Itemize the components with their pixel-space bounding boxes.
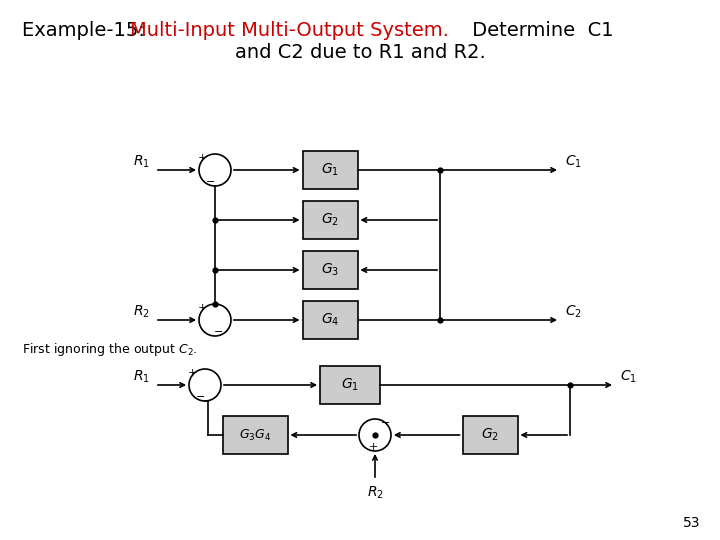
Text: $R_1$: $R_1$ — [133, 369, 150, 385]
Text: −: − — [382, 418, 391, 428]
Text: $G_1$: $G_1$ — [341, 377, 359, 393]
FancyBboxPatch shape — [222, 416, 287, 454]
Text: $R_2$: $R_2$ — [366, 485, 384, 502]
Text: $G_3$: $G_3$ — [321, 262, 339, 278]
Text: $G_1$: $G_1$ — [321, 162, 339, 178]
Text: +: + — [369, 442, 378, 452]
FancyBboxPatch shape — [320, 366, 380, 404]
Text: $R_2$: $R_2$ — [133, 304, 150, 320]
FancyBboxPatch shape — [462, 416, 518, 454]
Text: −: − — [197, 392, 206, 402]
FancyBboxPatch shape — [302, 151, 358, 189]
Text: $C_1$: $C_1$ — [620, 369, 637, 385]
Text: $G_4$: $G_4$ — [321, 312, 339, 328]
FancyBboxPatch shape — [302, 301, 358, 339]
Text: −: − — [215, 327, 224, 337]
Text: $C_1$: $C_1$ — [565, 154, 582, 170]
Text: Multi-Input Multi-Output System.: Multi-Input Multi-Output System. — [130, 21, 449, 39]
Text: $C_2$: $C_2$ — [565, 304, 582, 320]
Text: +: + — [187, 368, 197, 378]
Text: $G_2$: $G_2$ — [321, 212, 339, 228]
Text: Determine  C1: Determine C1 — [466, 21, 613, 39]
Text: 53: 53 — [683, 516, 700, 530]
Text: $G_3G_4$: $G_3G_4$ — [239, 428, 271, 443]
Text: Example-15:: Example-15: — [22, 21, 151, 39]
FancyBboxPatch shape — [302, 201, 358, 239]
Text: First ignoring the output $C_2$.: First ignoring the output $C_2$. — [22, 341, 197, 359]
Text: and C2 due to R1 and R2.: and C2 due to R1 and R2. — [235, 43, 485, 62]
Text: +: + — [197, 153, 207, 163]
FancyBboxPatch shape — [302, 251, 358, 289]
Text: $R_1$: $R_1$ — [133, 154, 150, 170]
Text: +: + — [197, 303, 207, 313]
Text: −: − — [207, 177, 216, 187]
Text: $G_2$: $G_2$ — [481, 427, 499, 443]
